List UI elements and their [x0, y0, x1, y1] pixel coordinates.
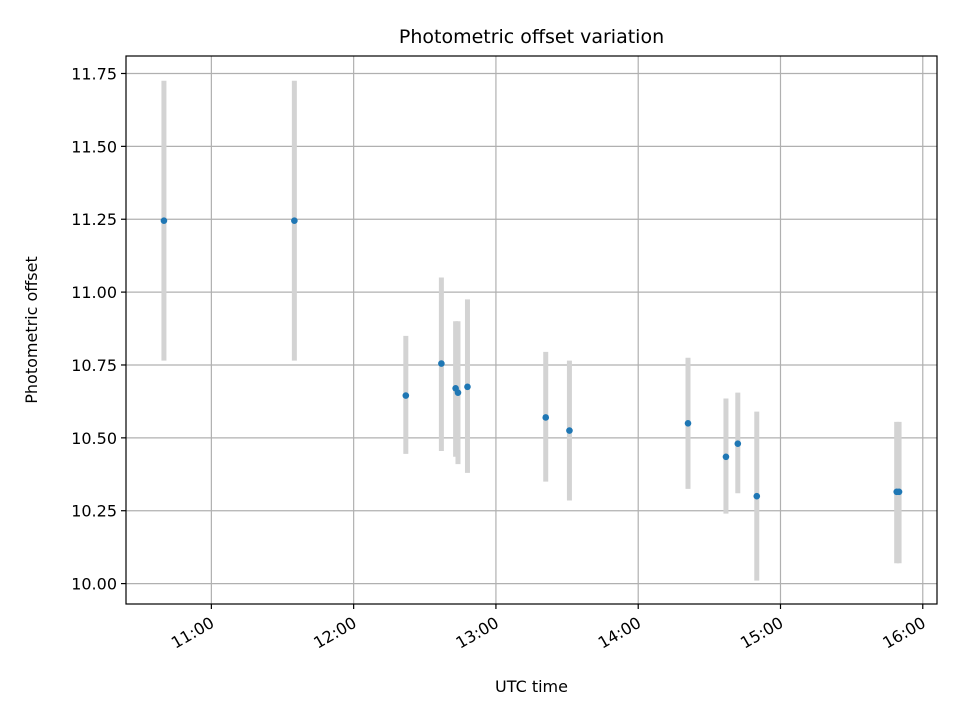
y-axis-ticks: 10.00 10.25 10.50 10.75 11.00 11.25 11.50 11.75 [71, 64, 126, 594]
data-point [734, 440, 742, 447]
y-tick-label: 11.00 [71, 283, 117, 302]
y-tick-label: 10.25 [71, 502, 117, 521]
data-point [402, 392, 410, 399]
data-point [542, 414, 550, 421]
y-tick-label: 11.25 [71, 210, 117, 229]
y-tick-label: 10.00 [71, 575, 117, 594]
y-tick-label: 11.50 [71, 137, 117, 156]
data-point [684, 419, 692, 427]
data-point [438, 360, 445, 367]
data-points [160, 217, 903, 500]
data-point [160, 217, 168, 224]
chart-title: Photometric offset variation [399, 26, 664, 48]
y-tick-label: 11.75 [71, 64, 117, 83]
y-tick-label: 10.75 [71, 356, 117, 375]
data-point [753, 492, 761, 500]
data-point [291, 217, 298, 224]
data-point [464, 383, 471, 391]
data-point [722, 453, 730, 461]
data-point [454, 389, 462, 396]
grid [126, 56, 937, 604]
data-point [895, 488, 903, 496]
y-axis-title: Photometric offset [22, 256, 41, 404]
y-tick-label: 10.50 [71, 429, 117, 448]
data-point [566, 427, 573, 434]
plot-frame [125, 55, 938, 605]
x-axis-title: UTC time [495, 677, 568, 696]
